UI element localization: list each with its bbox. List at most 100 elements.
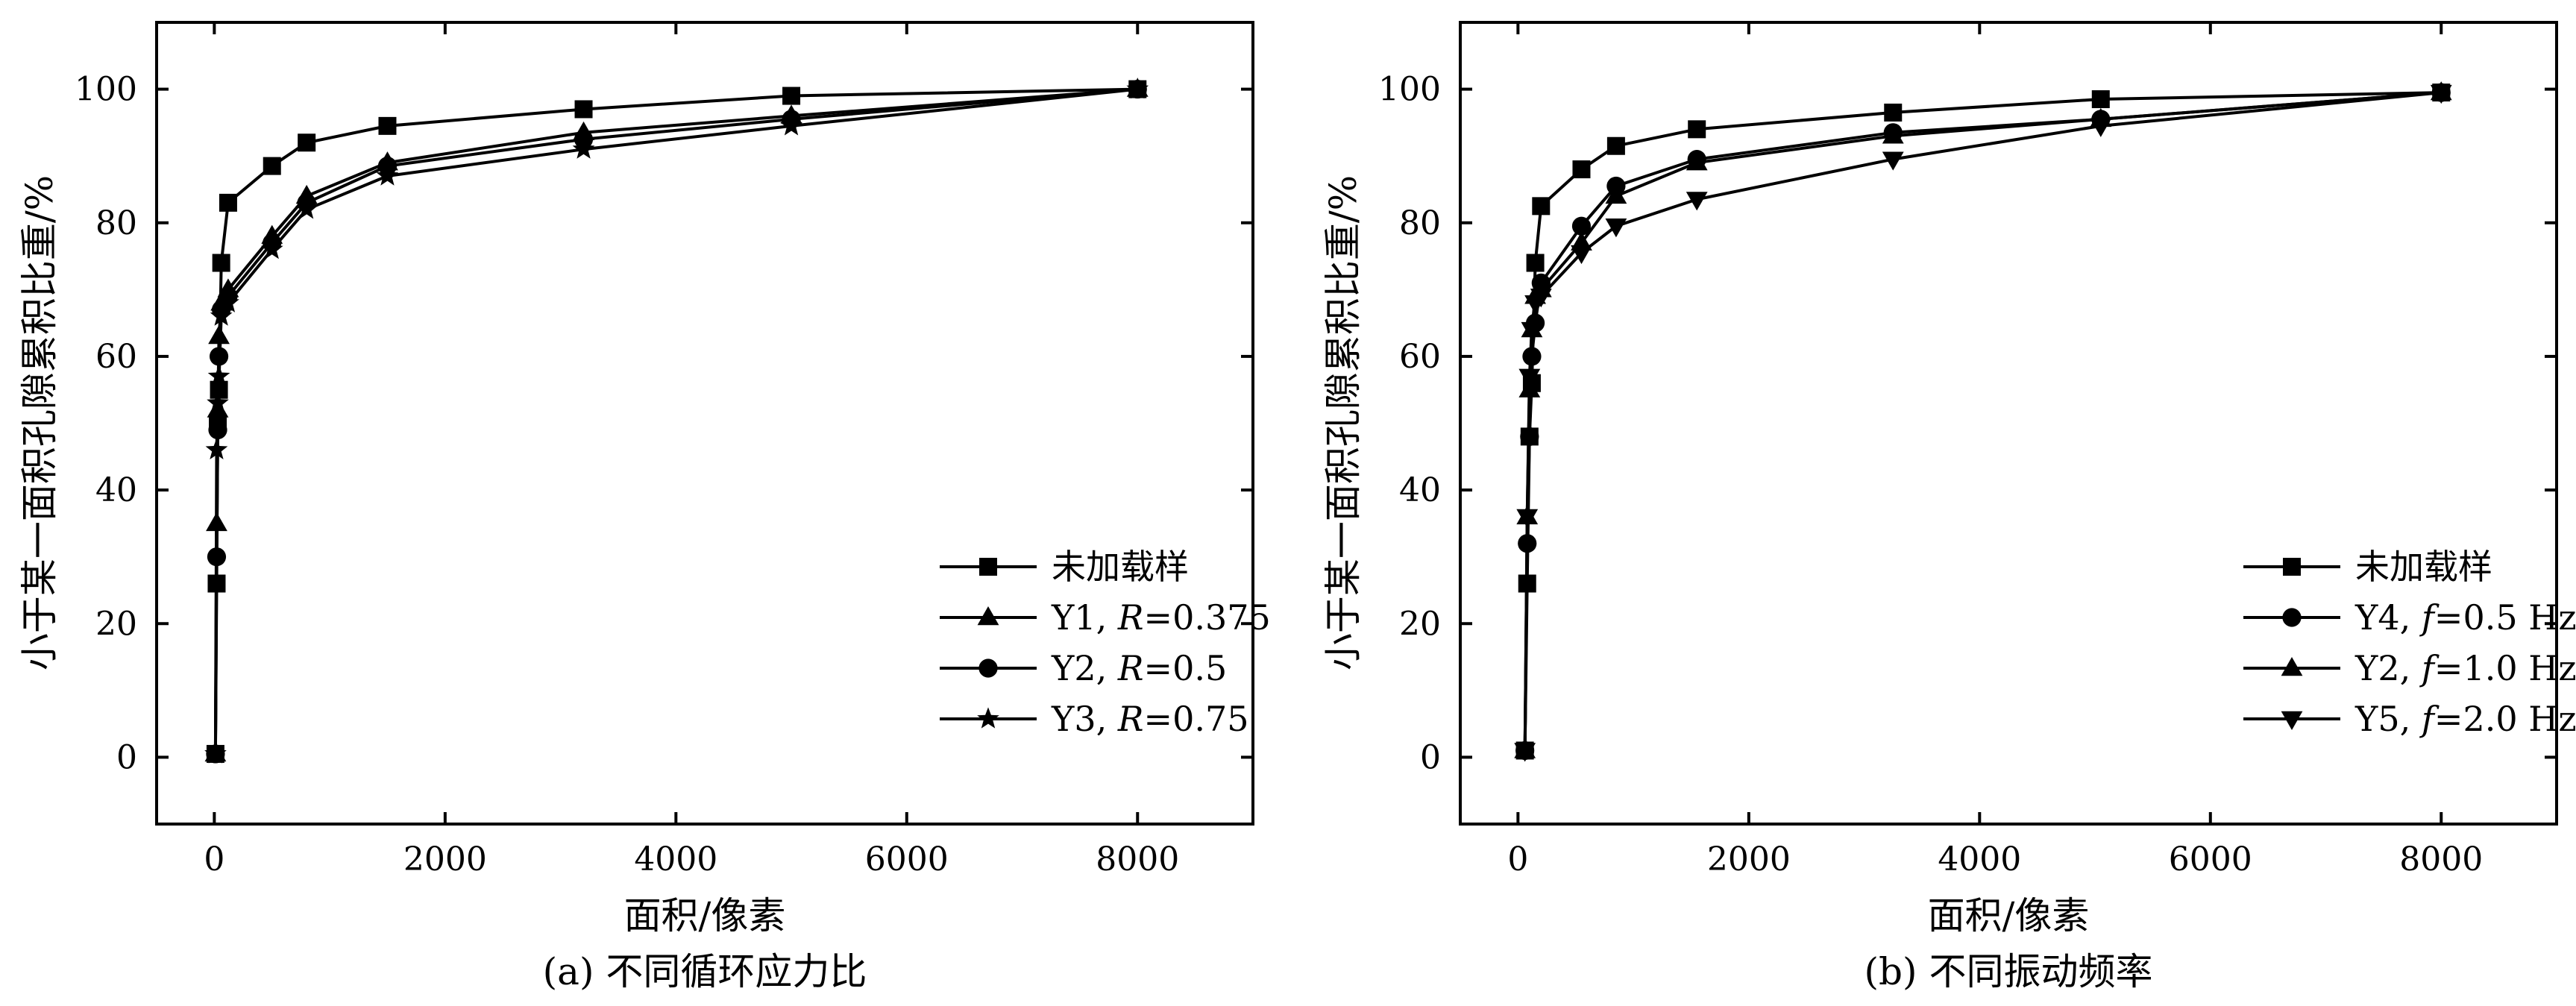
- panel-a-point-s1: [219, 193, 237, 212]
- panel-b-point-s3: [1686, 151, 1708, 171]
- panel-a-point-s1: [263, 157, 281, 175]
- panel-a-point-s4: [205, 438, 228, 459]
- panel-a-legend-label: Y3, R=0.75: [1051, 699, 1249, 739]
- panel-b-point-s1: [1572, 160, 1591, 179]
- panel-b-point-s4: [1514, 743, 1536, 762]
- panel-b-legend: 未加载样 Y4, f=0.5 Hz Y2, f=1.0 Hz Y5, f=2.0 Hz: [2243, 547, 2576, 739]
- panel-a-point-s1: [207, 574, 226, 593]
- panel-a-point-s1: [574, 100, 593, 119]
- panel-a-ytick-label: 60: [95, 338, 137, 376]
- panel-a-point-s3: [208, 420, 227, 440]
- panel-b-xtick-label: 0: [1507, 840, 1528, 878]
- panel-b-point-s1: [1606, 136, 1625, 155]
- panel-a-legend-marker: [979, 558, 997, 576]
- panel-a-point-s4: [207, 392, 229, 413]
- panel-a-point-s4: [207, 365, 230, 386]
- panel-a-series-line-4: [213, 87, 1138, 754]
- panel-b-legend-label: Y5, f=2.0 Hz: [2354, 699, 2576, 739]
- panel-b-point-s2: [1571, 216, 1592, 236]
- panel-a-legend-marker: [977, 606, 999, 626]
- panel-b-legend-marker: [2281, 711, 2303, 730]
- panel-b-point-s4: [1882, 151, 1904, 171]
- panel-a-ytick-label: 100: [75, 71, 137, 109]
- panel-b-ytick-label: 40: [1399, 471, 1441, 509]
- panel-b-caption: (b) 不同振动频率: [1865, 950, 2153, 993]
- panel-b-point-s4: [1530, 289, 1552, 308]
- panel-b-ytick-label: 60: [1399, 338, 1441, 376]
- panel-a-xlabel: 面积/像素: [624, 894, 786, 937]
- panel-a-point-s4: [217, 291, 239, 312]
- panel-a-frame: [155, 21, 1254, 826]
- panel-b-point-s1: [1688, 120, 1706, 139]
- panel-b-series-line-3: [1523, 91, 2442, 751]
- panel-a-ticks: 0 20 40 60 80 100 0 2000 4000 6000 8000: [75, 22, 1253, 878]
- panel-b-point-s2: [1518, 534, 1537, 553]
- panel-b-point-s3: [1605, 184, 1627, 204]
- panel-a-point-s4: [260, 238, 283, 260]
- panel-a-point-s1: [782, 87, 801, 105]
- panel-a-xtick-label: 2000: [403, 840, 487, 878]
- panel-a-point-s2: [206, 512, 227, 532]
- panel-a-point-s1: [378, 116, 397, 135]
- panel-b-point-s4: [1516, 509, 1539, 528]
- panel-a-point-s2: [208, 325, 230, 345]
- panel-a-marks: [204, 78, 1149, 764]
- panel-b-ytick-label: 80: [1399, 204, 1441, 242]
- panel-b-point-s1: [1884, 103, 1903, 122]
- panel-b-point-s4: [1571, 245, 1592, 265]
- panel-b-point-s1: [1526, 254, 1545, 272]
- panel-b-point-s1: [1518, 574, 1536, 593]
- panel-a-point-s4: [295, 198, 318, 219]
- panel-a-ylabel: 小于某一面积孔隙累积比重/%: [18, 175, 61, 670]
- panel-b-legend-marker: [2282, 608, 2302, 627]
- panel-b-point-s3: [1518, 378, 1541, 397]
- panel-a-legend-label: Y2, R=0.5: [1051, 648, 1227, 688]
- panel-b-point-s1: [2091, 90, 2110, 109]
- panel-a-point-s4: [204, 742, 227, 764]
- panel-b-legend-marker: [2281, 657, 2303, 676]
- panel-a-legend-marker: [978, 658, 998, 678]
- panel-b-ticks: 0 20 40 60 80 100 0 2000 4000 6000 8000: [1378, 22, 2557, 878]
- panel-a-point-s4: [210, 304, 233, 326]
- panel-b-xtick-label: 2000: [1707, 840, 1791, 878]
- panel-a-legend-label: Y1, R=0.375: [1051, 597, 1271, 638]
- panel-a-ytick-label: 0: [116, 738, 137, 776]
- panel-a-point-s4: [780, 114, 802, 136]
- panel-b-point-s4: [1605, 219, 1627, 238]
- panel-a: 0 20 40 60 80 100 0 2000 4000 6000 8000 未加载样 Y1, R=…: [18, 21, 1271, 993]
- panel-b-point-s2: [1522, 347, 1542, 366]
- panel-b-legend-label: Y2, f=1.0 Hz: [2354, 648, 2576, 688]
- panel-b-legend-label: 未加载样: [2355, 547, 2492, 587]
- panel-b-xlabel: 面积/像素: [1928, 894, 2090, 937]
- panel-a-point-s3: [207, 547, 227, 567]
- panel-b-point-s4: [2430, 84, 2452, 104]
- panel-b: 0 20 40 60 80 100 0 2000 4000 6000 8000 未加载样 Y4, f=…: [1322, 21, 2576, 993]
- panel-a-ytick-label: 80: [95, 204, 137, 242]
- panel-a-point-s4: [1126, 78, 1149, 99]
- panel-a-point-s4: [572, 137, 595, 159]
- panel-a-point-s3: [209, 347, 229, 366]
- panel-a-xtick-label: 6000: [865, 840, 949, 878]
- panel-b-point-s1: [1532, 197, 1551, 216]
- panel-a-point-s4: [376, 164, 399, 186]
- panel-b-xtick-label: 8000: [2399, 840, 2483, 878]
- panel-b-xtick-label: 6000: [2169, 840, 2252, 878]
- panel-a-ytick-label: 20: [95, 605, 137, 643]
- panel-a-xtick-label: 4000: [634, 840, 717, 878]
- panel-b-ytick-label: 100: [1378, 71, 1441, 109]
- panel-b-frame: [1459, 21, 2558, 826]
- panel-b-xtick-label: 4000: [1938, 840, 2021, 878]
- panel-b-point-s4: [1521, 321, 1543, 342]
- panel-a-caption: (a) 不同循环应力比: [543, 950, 867, 993]
- panel-a-legend-marker: [977, 707, 999, 729]
- panel-b-series-line-2: [1523, 91, 2442, 751]
- panel-b-legend-label: Y4, f=0.5 Hz: [2354, 597, 2576, 638]
- panel-b-point-s4: [1518, 368, 1541, 388]
- panel-a-point-s1: [298, 133, 316, 152]
- panel-b-ytick-label: 20: [1399, 605, 1441, 643]
- panel-b-point-s4: [1686, 192, 1708, 211]
- panel-b-point-s3: [1882, 125, 1904, 144]
- panel-b-series-line-4: [1523, 91, 2442, 751]
- panel-a-point-s1: [212, 254, 230, 272]
- panel-b-series-line-1: [1523, 91, 2442, 751]
